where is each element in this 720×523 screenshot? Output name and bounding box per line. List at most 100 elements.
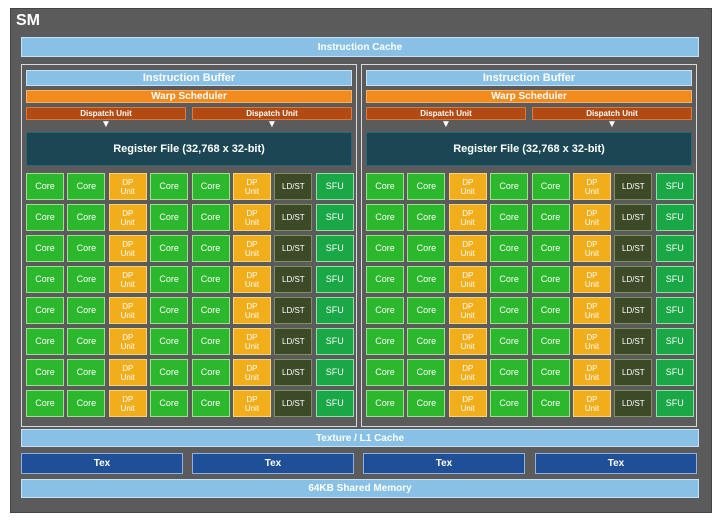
ldst-unit: LD/ST [274,235,313,262]
core-unit: Core [366,235,404,262]
core-unit: Core [67,390,106,417]
dp-unit: DP Unit [448,204,487,231]
dp-unit: DP Unit [572,359,611,386]
execution-unit-grid: Core Core DP Unit Core Core DP Unit LD/ST SFU Core… [366,173,694,421]
core-unit: Core [191,359,230,386]
ldst-unit: LD/ST [614,173,653,200]
dp-unit: DP Unit [448,359,487,386]
sfu-unit: SFU [315,173,354,200]
tex-unit: Tex [21,453,183,474]
core-unit: Core [67,328,106,355]
core-unit: Core [407,173,446,200]
core-unit: Core [150,359,189,386]
sfu-unit: SFU [655,328,694,355]
dp-unit: DP Unit [448,266,487,293]
sfu-unit: SFU [315,235,354,262]
core-unit: Core [407,235,446,262]
dp-unit: DP Unit [448,173,487,200]
core-unit: Core [531,266,570,293]
core-unit: Core [407,204,446,231]
core-unit: Core [531,297,570,324]
core-unit: Core [490,266,529,293]
down-arrow-icon: ▼ [607,119,617,130]
sfu-unit: SFU [315,297,354,324]
sfu-unit: SFU [655,390,694,417]
dp-unit: DP Unit [232,390,271,417]
core-unit: Core [366,266,404,293]
ldst-unit: LD/ST [614,235,653,262]
core-unit: Core [490,359,529,386]
dp-unit: DP Unit [572,328,611,355]
core-unit: Core [26,390,64,417]
execution-unit-grid: Core Core DP Unit Core Core DP Unit LD/ST SFU Core… [26,173,354,421]
core-unit: Core [531,328,570,355]
sfu-unit: SFU [315,266,354,293]
core-unit: Core [26,173,64,200]
shared-memory: 64KB Shared Memory [21,479,699,498]
ldst-unit: LD/ST [614,297,653,324]
warp-scheduler: Warp Scheduler [366,90,692,103]
core-unit: Core [67,235,106,262]
sfu-unit: SFU [655,204,694,231]
core-unit: Core [26,266,64,293]
ldst-unit: LD/ST [614,266,653,293]
ldst-unit: LD/ST [614,359,653,386]
sfu-unit: SFU [315,359,354,386]
core-unit: Core [26,235,64,262]
core-unit: Core [67,359,106,386]
dp-unit: DP Unit [232,266,271,293]
core-unit: Core [150,235,189,262]
core-unit: Core [490,204,529,231]
dp-unit: DP Unit [448,328,487,355]
core-unit: Core [67,204,106,231]
dp-unit: DP Unit [232,235,271,262]
core-unit: Core [191,204,230,231]
core-unit: Core [191,328,230,355]
dp-unit: DP Unit [108,297,147,324]
ldst-unit: LD/ST [614,390,653,417]
core-unit: Core [67,173,106,200]
core-unit: Core [490,297,529,324]
ldst-unit: LD/ST [614,328,653,355]
core-unit: Core [366,328,404,355]
dp-unit: DP Unit [448,390,487,417]
core-unit: Core [490,390,529,417]
ldst-unit: LD/ST [274,297,313,324]
sfu-unit: SFU [655,235,694,262]
dp-unit: DP Unit [572,173,611,200]
dp-unit: DP Unit [448,235,487,262]
core-unit: Core [26,204,64,231]
core-unit: Core [407,328,446,355]
warp-scheduler: Warp Scheduler [26,90,352,103]
core-unit: Core [26,297,64,324]
core-unit: Core [531,359,570,386]
instruction-buffer: Instruction Buffer [366,70,692,86]
instruction-cache: Instruction Cache [21,37,699,57]
dp-unit: DP Unit [108,204,147,231]
dp-unit: DP Unit [108,328,147,355]
dp-unit: DP Unit [572,266,611,293]
tex-unit: Tex [535,453,697,474]
core-unit: Core [407,297,446,324]
core-unit: Core [531,390,570,417]
core-unit: Core [366,173,404,200]
register-file: Register File (32,768 x 32-bit) [366,132,692,166]
core-unit: Core [150,204,189,231]
core-unit: Core [366,297,404,324]
core-unit: Core [407,266,446,293]
core-unit: Core [150,297,189,324]
sfu-unit: SFU [655,297,694,324]
core-unit: Core [150,328,189,355]
ldst-unit: LD/ST [274,390,313,417]
core-unit: Core [191,297,230,324]
dp-unit: DP Unit [108,266,147,293]
core-unit: Core [490,328,529,355]
dp-unit: DP Unit [572,297,611,324]
core-unit: Core [150,173,189,200]
sfu-unit: SFU [315,204,354,231]
dp-unit: DP Unit [108,390,147,417]
dp-unit: DP Unit [572,204,611,231]
core-unit: Core [191,235,230,262]
dp-unit: DP Unit [232,204,271,231]
dp-unit: DP Unit [108,173,147,200]
